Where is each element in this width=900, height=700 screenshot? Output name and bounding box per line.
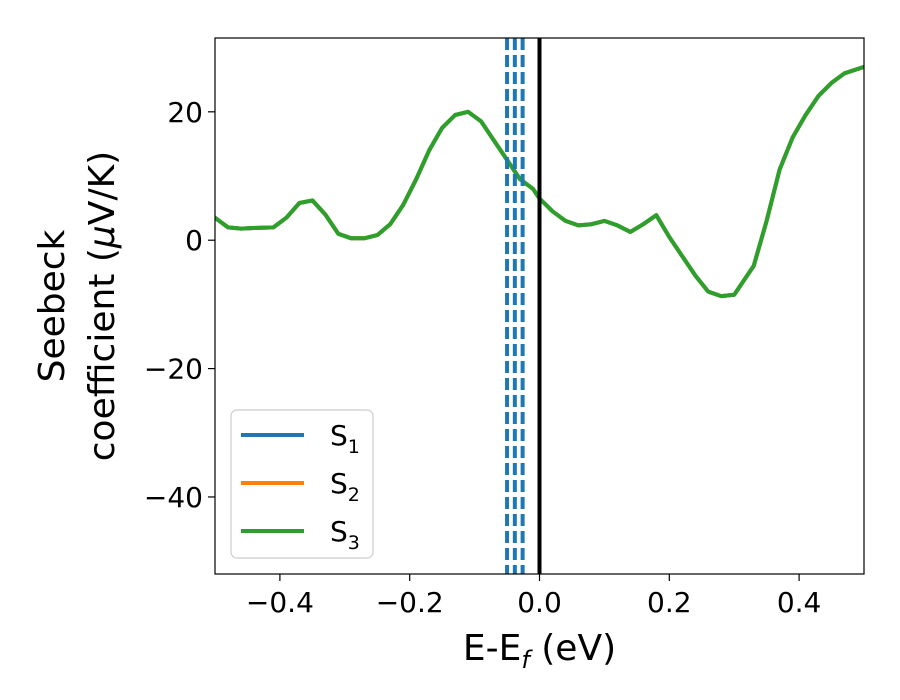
y-tick-label: −20 (144, 353, 203, 386)
series-line-s3 (215, 64, 864, 299)
plot-content (215, 38, 864, 574)
legend-label-s2: S2 (330, 467, 360, 506)
y-tick-label: 0 (185, 224, 203, 257)
x-axis-ticks: −0.4 −0.2 0.0 0.2 0.4 (246, 574, 821, 619)
legend-label-s3: S3 (330, 515, 360, 554)
x-tick-label: 0.2 (647, 586, 692, 619)
y-axis-title-line2: coefficient (μV/K) (82, 151, 123, 461)
x-tick-label: 0.4 (777, 586, 822, 619)
x-axis-title: E-Ef (eV) (463, 628, 616, 674)
y-tick-label: −40 (144, 481, 203, 514)
y-axis-title-line1: Seebeck (32, 229, 73, 382)
y-axis-ticks: 20 0 −20 −40 (144, 96, 215, 514)
x-tick-label: −0.2 (376, 586, 444, 619)
y-axis-title: Seebeck coefficient (μV/K) (32, 151, 123, 461)
x-tick-label: −0.4 (246, 586, 314, 619)
legend-label-s1: S1 (330, 419, 360, 458)
legend: S1 S2 S3 (230, 409, 374, 559)
x-tick-label: 0.0 (517, 586, 562, 619)
plot-area (215, 38, 864, 574)
y-tick-label: 20 (167, 96, 203, 129)
